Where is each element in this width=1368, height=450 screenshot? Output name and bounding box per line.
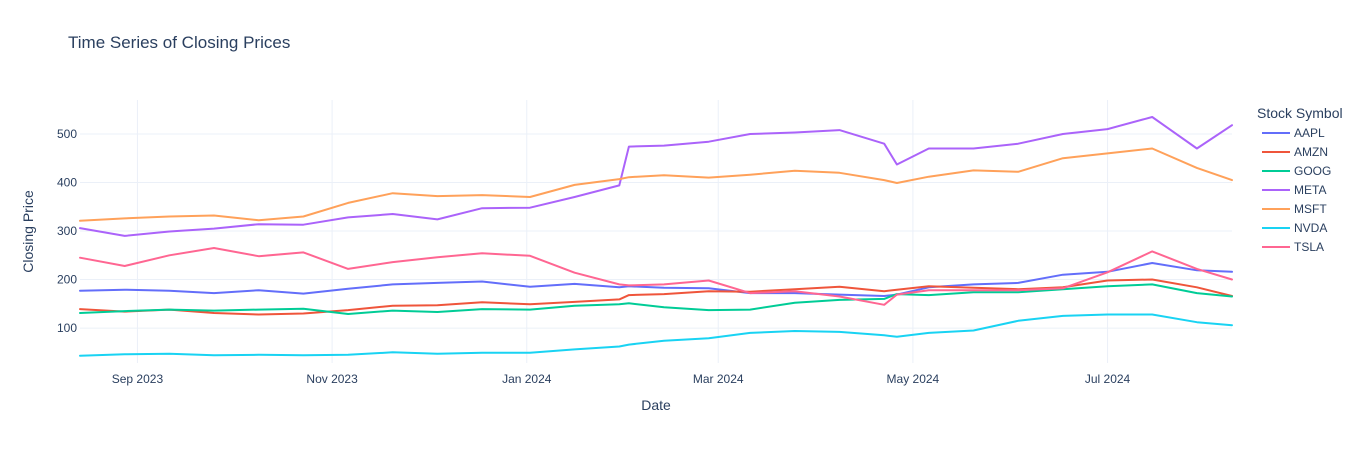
series-line-aapl[interactable]	[79, 262, 1233, 297]
y-tick-label: 300	[57, 224, 77, 238]
x-tick-label: May 2024	[887, 372, 940, 386]
series-line-nvda[interactable]	[79, 313, 1233, 357]
x-axis-title: Date	[641, 397, 671, 413]
legend[interactable]: Stock Symbol AAPL AMZN GOOG META MSFT NVDA TSL…	[1257, 105, 1343, 254]
series-lines	[79, 116, 1233, 357]
y-tick-label: 500	[57, 127, 77, 141]
y-axis-ticks: 100 200 300 400 500	[57, 127, 77, 335]
legend-label: META	[1294, 183, 1326, 197]
x-tick-label: Jul 2024	[1085, 372, 1131, 386]
legend-item-nvda[interactable]: NVDA	[1262, 221, 1327, 235]
legend-item-aapl[interactable]: AAPL	[1262, 126, 1325, 140]
legend-item-tsla[interactable]: TSLA	[1262, 240, 1324, 254]
series-line-tsla[interactable]	[79, 247, 1233, 306]
y-tick-label: 400	[57, 175, 77, 189]
x-tick-label: Jan 2024	[502, 372, 552, 386]
x-tick-label: Sep 2023	[112, 372, 164, 386]
y-axis-title: Closing Price	[20, 190, 36, 273]
legend-item-meta[interactable]: META	[1262, 183, 1326, 197]
legend-label: TSLA	[1294, 240, 1324, 254]
legend-item-goog[interactable]: GOOG	[1262, 164, 1331, 178]
legend-title: Stock Symbol	[1257, 105, 1343, 121]
chart-title: Time Series of Closing Prices	[68, 33, 291, 52]
series-line-msft[interactable]	[79, 147, 1233, 222]
x-tick-label: Mar 2024	[693, 372, 744, 386]
y-tick-label: 100	[57, 321, 77, 335]
x-tick-label: Nov 2023	[306, 372, 358, 386]
x-axis-ticks: Sep 2023 Nov 2023 Jan 2024 Mar 2024 May 2024…	[112, 372, 1131, 386]
legend-label: AAPL	[1294, 126, 1325, 140]
series-line-meta[interactable]	[79, 116, 1233, 237]
y-tick-label: 200	[57, 273, 77, 287]
legend-label: NVDA	[1294, 221, 1327, 235]
legend-label: MSFT	[1294, 202, 1327, 216]
legend-label: AMZN	[1294, 145, 1328, 159]
legend-label: GOOG	[1294, 164, 1331, 178]
gridlines	[80, 100, 1232, 363]
legend-item-amzn[interactable]: AMZN	[1262, 145, 1328, 159]
legend-item-msft[interactable]: MSFT	[1262, 202, 1327, 216]
series-line-goog[interactable]	[79, 283, 1233, 315]
